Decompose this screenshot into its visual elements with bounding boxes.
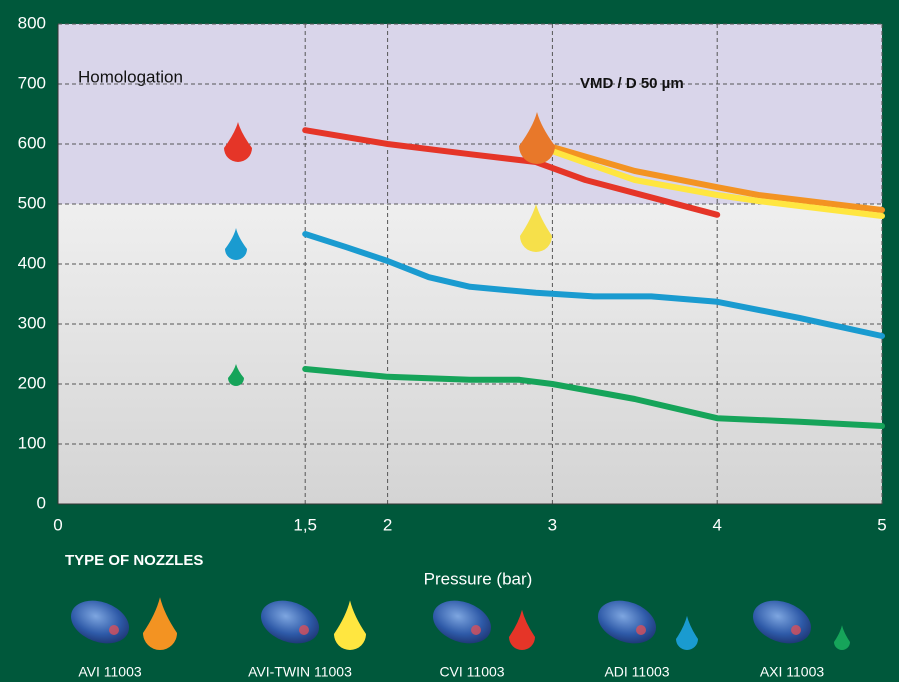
y-tick-label: 600 [18, 133, 46, 152]
legend-label: AXI 11003 [760, 664, 825, 680]
nozzle-icon [432, 600, 492, 644]
x-tick-label: 1,5 [293, 515, 317, 534]
legend-label: CVI 11003 [439, 664, 504, 680]
nozzle-tip [471, 625, 481, 635]
legend-label: ADI 11003 [604, 664, 669, 680]
legend-label: AVI-TWIN 11003 [248, 664, 352, 680]
x-tick-label: 5 [877, 515, 886, 534]
nozzle-tip [109, 625, 119, 635]
legend-label: AVI 11003 [78, 664, 142, 680]
legend-drop [834, 625, 850, 650]
band [58, 24, 882, 204]
y-tick-label: 200 [18, 373, 46, 392]
legend-drop [334, 600, 366, 650]
y-tick-label: 700 [18, 73, 46, 92]
nozzle-tip [791, 625, 801, 635]
y-tick-label: 800 [18, 13, 46, 32]
nozzle-tip [299, 625, 309, 635]
annotation: VMD / D 50 µm [580, 75, 684, 92]
series-line [549, 148, 885, 219]
series-line [302, 127, 721, 218]
y-tick-label: 400 [18, 253, 46, 272]
x-tick-label: 4 [712, 515, 721, 534]
legend-drop [509, 609, 535, 650]
x-tick-label: 0 [53, 515, 62, 534]
nozzle-icon [70, 600, 130, 644]
band-label: Homologation [78, 67, 183, 86]
y-tick-label: 0 [37, 493, 46, 512]
x-axis-label: Pressure (bar) [424, 569, 533, 588]
nozzle-icon [752, 600, 812, 644]
x-tick-label: 2 [383, 515, 392, 534]
drop-icon [224, 122, 252, 162]
x-tick-label: 3 [548, 515, 557, 534]
series-line [302, 366, 885, 429]
y-tick-label: 300 [18, 313, 46, 332]
drop-icon [225, 228, 247, 260]
series-line [302, 231, 885, 339]
y-tick-label: 500 [18, 193, 46, 212]
y-tick-label: 100 [18, 433, 46, 452]
nozzle-tip [636, 625, 646, 635]
legend-title: TYPE OF NOZZLES [65, 552, 203, 569]
legend-drop [676, 615, 698, 650]
nozzle-icon [260, 600, 320, 644]
drop-icon [519, 112, 555, 164]
series-line [549, 144, 885, 213]
nozzle-icon [597, 600, 657, 644]
legend-drop [143, 597, 177, 650]
drop-icon [228, 364, 244, 386]
drop-icon [520, 204, 552, 252]
drop-icons [224, 112, 555, 386]
